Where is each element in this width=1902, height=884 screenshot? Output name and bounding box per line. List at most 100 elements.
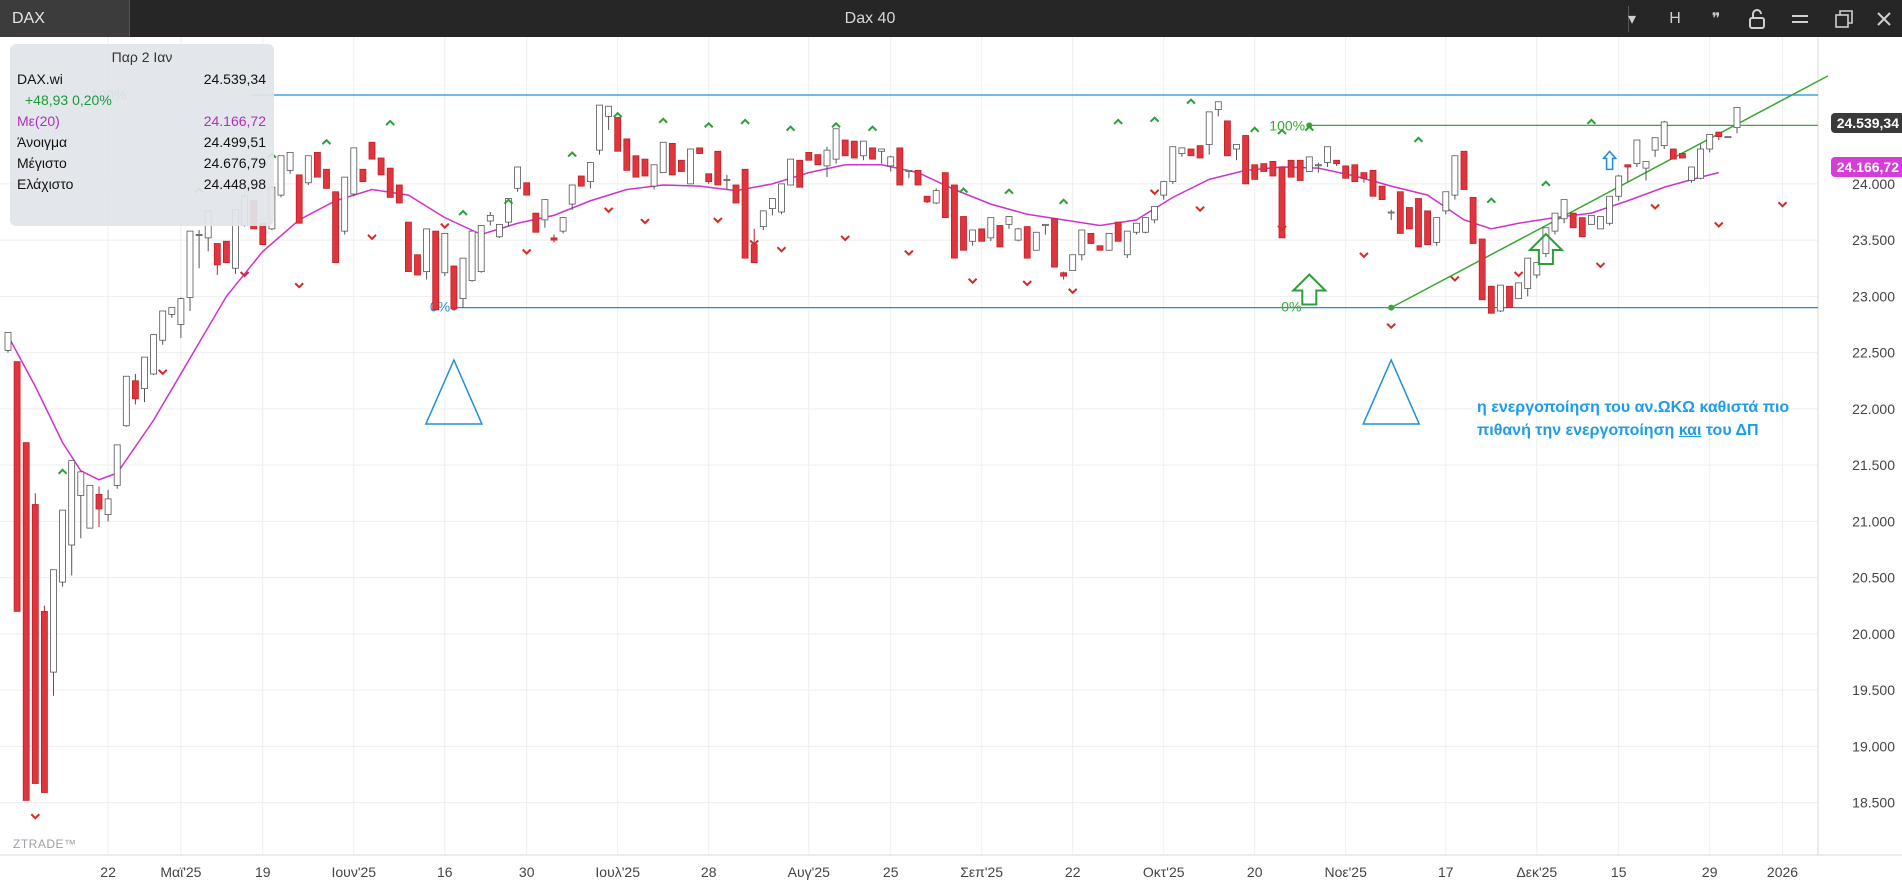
y-tick-label: 18.500 — [1852, 795, 1895, 811]
candle — [1014, 227, 1022, 242]
fib-label-right-0: 0% — [1281, 299, 1301, 315]
candle-body — [1032, 231, 1040, 251]
candle — [1242, 135, 1249, 185]
candle — [1342, 165, 1350, 179]
watermark: ZTRADE™ — [13, 837, 77, 851]
candle — [1133, 222, 1140, 235]
signal-down-marker — [603, 207, 614, 214]
candle — [941, 172, 949, 219]
candle-body — [860, 140, 867, 157]
info-row-high: Μέγιστο 24.676,79 — [10, 153, 274, 174]
candle — [969, 229, 976, 246]
candle — [1333, 159, 1340, 166]
candle — [195, 230, 203, 269]
candle — [1424, 210, 1431, 246]
candle — [1123, 230, 1131, 259]
candle-body — [1142, 217, 1149, 233]
candle — [186, 230, 194, 311]
info-ma-label: Με(20) — [17, 113, 60, 129]
candle-body — [987, 217, 995, 239]
candle-body — [614, 117, 622, 152]
toolbar-separator — [1628, 6, 1629, 32]
candle — [4, 331, 12, 353]
candle-body — [404, 221, 412, 273]
candle — [86, 484, 94, 529]
candle-body — [1287, 159, 1295, 178]
symbol-box[interactable]: DAX — [0, 0, 130, 37]
candle — [805, 151, 813, 161]
candle-body — [514, 166, 521, 189]
candle — [832, 128, 840, 164]
candle-body — [1333, 159, 1340, 165]
candle — [459, 257, 467, 308]
candle — [1305, 156, 1313, 172]
candle — [678, 159, 685, 172]
candle — [122, 375, 130, 427]
candle — [1169, 146, 1177, 184]
fib-label-right-100: 100% — [1269, 117, 1305, 133]
small-arrow-up-marker — [1601, 150, 1618, 171]
candle — [477, 225, 485, 273]
candle-body — [131, 380, 139, 400]
signal-up-marker — [1113, 118, 1123, 125]
y-tick-label: 22.000 — [1852, 401, 1895, 417]
candle — [1360, 172, 1368, 183]
candle-body — [1023, 226, 1031, 259]
candle-body — [605, 105, 612, 117]
candle-body — [1560, 199, 1568, 220]
restore-icon[interactable] — [1830, 6, 1858, 32]
candle-body — [41, 610, 48, 793]
candle — [259, 222, 267, 246]
close-icon[interactable] — [1870, 6, 1898, 32]
candle-body — [1278, 166, 1286, 239]
candle — [1287, 159, 1295, 178]
price-chart[interactable]: 24.000 23.500 23.000 22.500 22.000 21.500 21.0… — [0, 37, 1902, 884]
candle — [41, 605, 48, 793]
candle-body — [222, 240, 230, 264]
h-button[interactable]: H — [1669, 10, 1681, 27]
signal-down-marker — [1195, 206, 1205, 213]
candle — [159, 310, 167, 345]
info-high-label: Μέγιστο — [17, 155, 67, 171]
candle-body — [323, 168, 330, 189]
candle-body — [1205, 111, 1213, 145]
minimize-icon[interactable] — [1786, 6, 1814, 32]
candle — [1114, 221, 1122, 242]
candle — [1624, 164, 1632, 182]
candle-body — [577, 175, 585, 187]
candle-body — [696, 147, 703, 154]
signal-up-marker — [1541, 180, 1551, 187]
last-price-tag: 24.539,34 — [1830, 113, 1902, 134]
candle-body — [1615, 175, 1623, 197]
candle-body — [13, 361, 21, 612]
candle — [1715, 131, 1723, 140]
signal-down-marker — [1513, 271, 1524, 278]
candle-body — [1597, 216, 1604, 230]
signal-up-marker — [321, 138, 332, 145]
candle — [623, 138, 631, 171]
candle-body — [386, 167, 394, 198]
candle-body — [468, 230, 476, 282]
chart-area[interactable]: 24.000 23.500 23.000 22.500 22.000 21.500 21.0… — [0, 37, 1902, 884]
arrow-up-marker — [1290, 273, 1328, 306]
candle — [341, 176, 349, 235]
candle-body — [1606, 195, 1613, 224]
dropdown-icon[interactable]: ▾ — [1627, 11, 1637, 28]
candle-body — [714, 150, 722, 186]
window-title: Dax 40 — [844, 10, 896, 27]
candle-body — [1588, 214, 1595, 225]
candle-body — [1515, 282, 1522, 300]
lock-icon[interactable] — [1743, 6, 1771, 32]
signal-up-marker — [740, 118, 750, 125]
candle-body — [1096, 245, 1104, 251]
candle — [759, 210, 767, 230]
signal-down-marker — [239, 271, 250, 278]
signal-down-marker — [1386, 323, 1396, 330]
candle — [1005, 216, 1013, 229]
candle-body — [295, 174, 303, 224]
candle — [914, 169, 922, 186]
quote-icon[interactable]: ❞ — [1711, 11, 1721, 28]
candle — [1096, 245, 1104, 251]
candle — [277, 155, 285, 198]
candle — [286, 151, 294, 174]
